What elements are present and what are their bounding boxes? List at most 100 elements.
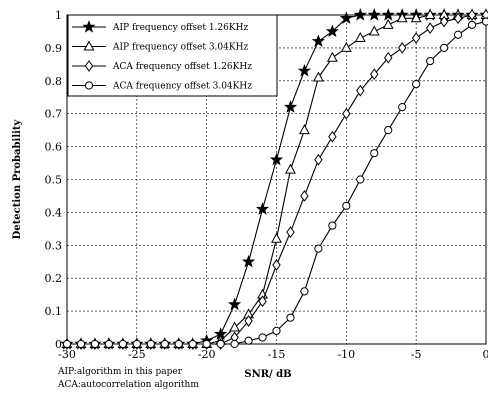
data-point (300, 190, 309, 202)
data-point (328, 130, 337, 143)
legend-entry: AIP frequency offset 1.26KHz (72, 20, 248, 33)
data-point (202, 339, 211, 349)
legend-entry: AIP frequency offset 3.04KHz (72, 40, 248, 53)
data-point (370, 68, 379, 81)
y-tick-label: 0.2 (45, 272, 63, 285)
data-point (272, 259, 281, 271)
y-tick-label: 0 (55, 338, 62, 351)
legend-label: AIP frequency offset 1.26KHz (112, 23, 248, 33)
x-tick-label: -10 (337, 348, 355, 361)
y-tick-label: 0.6 (45, 141, 63, 154)
data-point (453, 30, 463, 39)
data-point (339, 11, 353, 24)
data-point (269, 152, 284, 166)
data-point (368, 25, 380, 36)
data-point (481, 17, 488, 26)
data-point (104, 339, 114, 349)
data-point (381, 8, 395, 21)
data-point (241, 254, 256, 268)
data-point (258, 333, 267, 342)
data-point (216, 339, 225, 349)
data-point (384, 126, 393, 135)
data-point (258, 295, 267, 308)
y-tick-label: 0.7 (45, 108, 63, 121)
data-point (354, 31, 366, 43)
series-layer (60, 8, 488, 350)
legend-marker (84, 60, 94, 72)
data-point (271, 232, 282, 243)
data-point (439, 15, 449, 28)
data-point (425, 22, 435, 35)
legend-label: ACA frequency offset 1.26KHz (112, 62, 252, 72)
x-axis-title: SNR/ dB (244, 369, 291, 380)
data-point (229, 321, 241, 332)
data-point (424, 8, 436, 19)
x-tick-label: 0 (483, 348, 488, 361)
data-point (300, 287, 309, 296)
data-point (286, 313, 295, 322)
data-point (325, 24, 339, 38)
series-4 (62, 17, 488, 349)
data-point (356, 175, 365, 184)
legend-marker (84, 81, 94, 90)
data-point (230, 339, 239, 349)
data-point (283, 100, 298, 113)
y-tick-label: 0.4 (45, 206, 63, 219)
data-point (453, 12, 463, 25)
data-point (467, 9, 477, 21)
data-point (314, 153, 323, 166)
y-tick-label: 1 (55, 9, 62, 22)
data-point (382, 18, 394, 29)
data-point (467, 20, 477, 29)
data-point (398, 103, 407, 112)
data-point (76, 339, 86, 349)
data-point (370, 149, 379, 158)
data-point (298, 124, 310, 135)
x-tick-label: -20 (198, 348, 216, 361)
data-point (396, 12, 408, 23)
data-point (314, 244, 323, 253)
x-tick-label: -30 (58, 348, 76, 361)
data-point (367, 8, 381, 21)
data-point (353, 8, 367, 21)
data-point (228, 297, 242, 311)
y-tick-label: 0.8 (45, 75, 63, 88)
data-point (342, 201, 351, 210)
y-tick-label: 0.5 (45, 174, 63, 187)
y-tick-label: 0.1 (45, 305, 63, 318)
data-point (426, 56, 435, 66)
y-tick-label: 0.9 (45, 42, 63, 55)
x-tick-label: -25 (128, 348, 146, 361)
data-point (312, 71, 324, 82)
y-axis-title: Detection Probability (12, 118, 23, 239)
data-point (342, 107, 351, 120)
legend-entry: ACA frequency offset 3.04KHz (72, 81, 252, 92)
legend: AIP frequency offset 1.26KHz AIP frequenc… (67, 14, 278, 97)
x-tick-label: -15 (268, 348, 286, 361)
data-point (132, 339, 141, 349)
data-point (397, 42, 407, 54)
data-point (286, 226, 295, 238)
data-point (146, 339, 155, 349)
note-aca: ACA:autocorrelation algorithm (58, 380, 199, 390)
data-point (272, 326, 281, 335)
data-point (384, 51, 393, 64)
legend-marker (82, 20, 96, 33)
data-point (160, 339, 169, 349)
data-point (326, 51, 338, 62)
data-point (188, 339, 197, 349)
legend-label: ACA frequency offset 3.04KHz (112, 82, 252, 92)
data-point (62, 339, 72, 349)
data-point (255, 202, 270, 215)
data-point (340, 41, 352, 52)
legend-entry: ACA frequency offset 1.26KHz (72, 60, 252, 72)
legend-marker (83, 40, 95, 51)
data-point (174, 339, 183, 349)
data-point (311, 34, 325, 47)
x-tick-label: -5 (411, 348, 422, 361)
data-point (411, 32, 421, 44)
y-tick-label: 0.3 (45, 239, 63, 252)
data-point (285, 163, 296, 174)
tick-labels: -30 -25 -20 -15 -10 -5 0 0 0.1 0.2 0.3 0.4 0.5 0.6 0.7… (45, 9, 488, 361)
